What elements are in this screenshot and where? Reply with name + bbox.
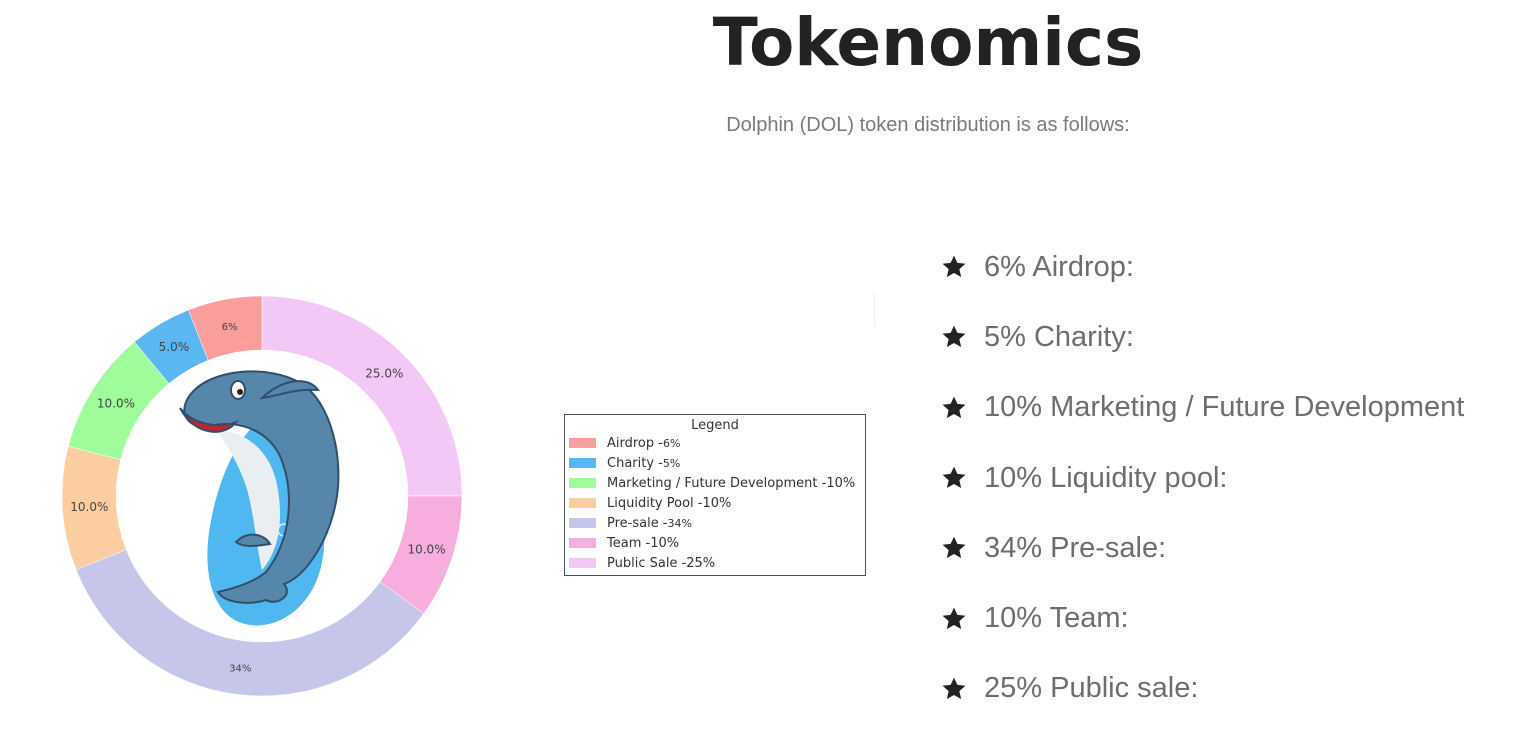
legend-value: 10% [702, 495, 732, 511]
slice-airdrop [188, 295, 263, 361]
legend-swatch [569, 438, 596, 448]
distribution-item: 6% Airdrop: [940, 232, 1520, 302]
distribution-item-text: 10% Liquidity pool: [984, 461, 1228, 494]
distribution-item: 25% Public sale: [940, 654, 1520, 724]
slice-label: 5.0% [159, 340, 190, 354]
star-icon [942, 326, 966, 348]
legend-entry: Marketing / Future Development - 10% [565, 473, 865, 493]
legend-value: 10% [826, 475, 856, 491]
legend-swatch [569, 538, 596, 548]
page-title: Tokenomics [712, 4, 1144, 81]
chart-legend: Legend Airdrop - 6% Charity - 5% Marketing… [564, 414, 866, 576]
legend-label: Team - [607, 535, 651, 551]
legend-value: 6% [662, 436, 681, 450]
legend-value: 5% [662, 456, 681, 470]
slice-label: 6% [222, 322, 238, 333]
slice-label: 10.0% [70, 500, 108, 514]
legend-label: Liquidity Pool - [607, 495, 703, 511]
legend-label: Airdrop - [607, 435, 663, 451]
divider-line [874, 292, 875, 326]
legend-label: Charity - [607, 455, 663, 471]
legend-entry: Airdrop - 6% [565, 433, 865, 453]
star-icon [942, 466, 966, 489]
legend-value: 25% [686, 555, 716, 571]
legend-value: 34% [667, 516, 692, 530]
distribution-item-text: 10% Marketing / Future Development [984, 391, 1465, 424]
distribution-item: 10% Liquidity pool: [940, 443, 1520, 513]
legend-entry: Pre-sale - 34% [565, 513, 865, 533]
slice-label: 25.0% [365, 367, 403, 381]
distribution-item: 10% Marketing / Future Development [940, 373, 1520, 443]
star-icon [942, 607, 966, 629]
star-icon [942, 677, 966, 699]
distribution-item-text: 5% Charity: [984, 320, 1134, 353]
legend-entry: Public Sale - 25% [565, 553, 865, 573]
legend-value: 10% [650, 535, 680, 551]
distribution-item-text: 6% Airdrop: [984, 250, 1134, 283]
slice-public-sale [261, 295, 463, 497]
distribution-item-text: 25% Public sale: [984, 672, 1199, 705]
distribution-item-text: 34% Pre-sale: [984, 531, 1167, 564]
slice-label: 10.0% [97, 396, 135, 410]
donut-chart: 25.0% 10.0% 34% 10.0% 10.0% 5.0% 6% [61, 295, 463, 697]
star-icon [942, 255, 966, 278]
legend-label: Pre-sale - [607, 515, 668, 531]
legend-swatch [569, 458, 596, 468]
legend-swatch [569, 518, 596, 528]
distribution-item: 10% Team: [940, 583, 1520, 653]
distribution-item: 34% Pre-sale: [940, 513, 1520, 583]
legend-entry: Charity - 5% [565, 453, 865, 473]
legend-entry: Liquidity Pool - 10% [565, 493, 865, 513]
distribution-list: 6% Airdrop: 5% Charity: 10% Marketing / Fu… [940, 232, 1520, 724]
slice-pre-sale [75, 549, 425, 697]
legend-swatch [569, 498, 596, 508]
legend-swatch [569, 558, 596, 568]
slice-label: 10.0% [407, 542, 445, 556]
legend-title: Legend [691, 418, 739, 433]
dolphin-mascot-image [179, 370, 340, 626]
star-icon [942, 536, 966, 559]
legend-swatch [569, 478, 596, 488]
distribution-item: 5% Charity: [940, 302, 1520, 372]
distribution-item-text: 10% Team: [984, 602, 1129, 635]
slice-label: 34% [229, 664, 251, 675]
legend-entry: Team - 10% [565, 533, 865, 553]
legend-label: Marketing / Future Development - [607, 475, 827, 491]
legend-label: Public Sale - [607, 555, 687, 571]
page-subtitle: Dolphin (DOL) token distribution is as f… [726, 114, 1130, 136]
star-icon [942, 396, 966, 418]
